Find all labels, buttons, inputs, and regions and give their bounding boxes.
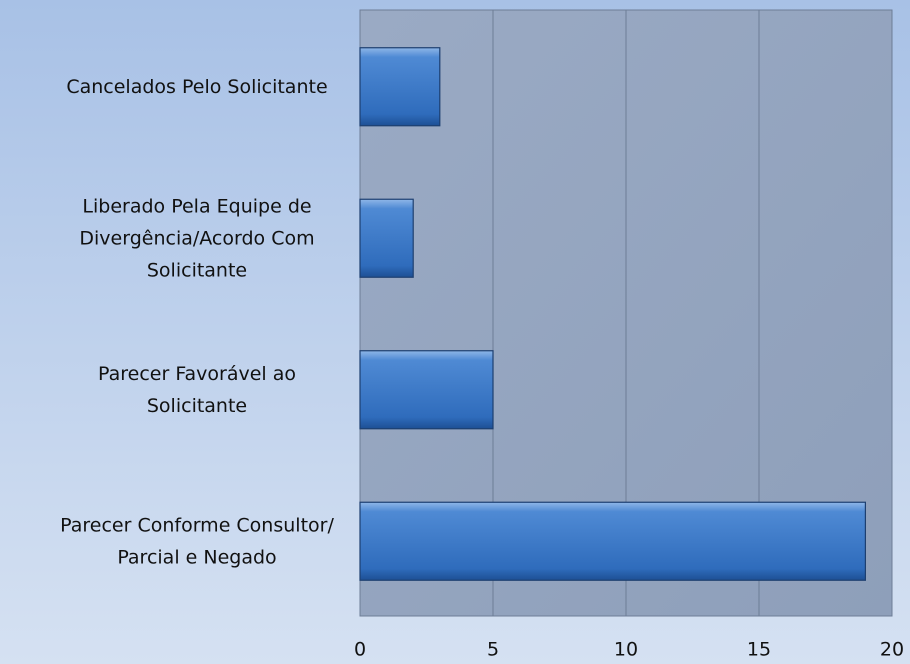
y-tick-label: Parecer Conforme Consultor/Parcial e Neg… — [60, 514, 334, 568]
bar — [359, 501, 866, 581]
bar — [359, 47, 441, 127]
x-tick-label: 15 — [747, 639, 771, 661]
y-tick-label: Parecer Favorável ao Solicitante — [98, 362, 296, 416]
bar — [359, 350, 494, 430]
x-tick-label: 10 — [614, 639, 638, 661]
y-tick-label: Liberado Pela Equipe de Divergência/Acord… — [79, 195, 314, 281]
x-tick-label: 0 — [354, 639, 366, 661]
y-tick-label: Cancelados Pelo Solicitante — [66, 75, 327, 97]
bar — [359, 198, 414, 278]
x-tick-label: 20 — [880, 639, 904, 661]
x-tick-label: 5 — [487, 639, 499, 661]
